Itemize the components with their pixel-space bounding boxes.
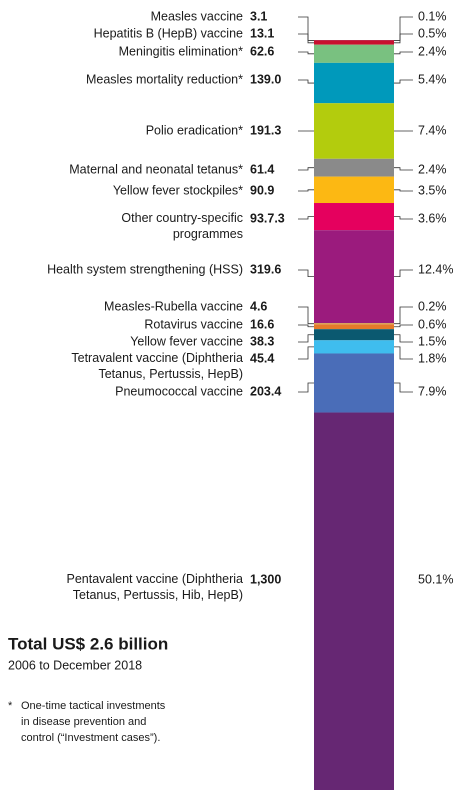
category-label: Maternal and neonatal tetanus* bbox=[69, 162, 243, 176]
category-label: Meningitis elimination* bbox=[119, 44, 244, 58]
leader-line bbox=[298, 269, 314, 278]
leader-line bbox=[298, 167, 314, 171]
percent-label: 12.4% bbox=[418, 262, 453, 276]
percent-label: 1.5% bbox=[418, 334, 447, 348]
category-label: Tetravalent vaccine (Diphtheria Tetanus, … bbox=[71, 351, 243, 381]
leader-line bbox=[298, 79, 314, 84]
value-label: 38.3 bbox=[250, 334, 274, 348]
leader-line bbox=[394, 79, 413, 84]
category-label: Measles-Rubella vaccine bbox=[104, 299, 243, 313]
category-label: Pentavalent vaccine (Diphtheria Tetanus, … bbox=[67, 572, 244, 602]
category-label: Measles mortality reduction* bbox=[86, 72, 243, 86]
percent-label: 0.1% bbox=[418, 9, 447, 23]
category-label: Yellow fever vaccine bbox=[130, 334, 243, 348]
leader-line bbox=[298, 324, 314, 328]
total: Total US$ 2.6 billion bbox=[8, 634, 168, 653]
bar-segment bbox=[314, 323, 394, 325]
percent-label: 50.1% bbox=[418, 572, 453, 586]
category-label: Pneumococcal vaccine bbox=[115, 384, 243, 398]
category-label: Measles vaccine bbox=[151, 9, 243, 23]
percent-label: 1.8% bbox=[418, 351, 447, 365]
leader-line bbox=[394, 382, 413, 393]
value-label: 13.1 bbox=[250, 26, 274, 40]
value-label: 45.4 bbox=[250, 351, 274, 365]
value-label: 191.3 bbox=[250, 123, 281, 137]
leader-line bbox=[298, 16, 314, 41]
leader-line bbox=[394, 33, 413, 44]
leader-line bbox=[394, 51, 413, 55]
leader-line bbox=[394, 346, 413, 360]
footnote-line: One-time tactical investments bbox=[21, 700, 166, 712]
value-label: 16.6 bbox=[250, 317, 274, 331]
leader-line bbox=[394, 216, 413, 220]
leader-line bbox=[394, 334, 413, 343]
leader-line bbox=[298, 382, 314, 393]
category-label: Other country-specific programmes bbox=[121, 211, 243, 241]
leader-line bbox=[394, 269, 413, 278]
percent-label: 0.2% bbox=[418, 299, 447, 313]
value-label: 319.6 bbox=[250, 262, 281, 276]
percent-label: 2.4% bbox=[418, 44, 447, 58]
bar-segment bbox=[314, 103, 394, 159]
leader-line bbox=[298, 346, 314, 360]
value-label: 1,300 bbox=[250, 572, 281, 586]
category-label: Health system strengthening (HSS) bbox=[47, 262, 243, 276]
percent-label: 3.6% bbox=[418, 211, 447, 225]
footnote-line: in disease prevention and bbox=[21, 716, 146, 728]
bar-segment bbox=[314, 62, 394, 104]
footnote-line: control (“Investment cases”). bbox=[21, 732, 160, 744]
value-label: 3.1 bbox=[250, 9, 267, 23]
leader-line bbox=[298, 51, 314, 55]
footnote-mark: * bbox=[8, 700, 13, 712]
value-label: 90.9 bbox=[250, 183, 274, 197]
value-label: 62.6 bbox=[250, 44, 274, 58]
bar-segment bbox=[314, 324, 394, 330]
bar-segment bbox=[314, 40, 394, 41]
leader-line bbox=[298, 216, 314, 220]
bar-segment bbox=[314, 353, 394, 413]
leader-line bbox=[298, 334, 314, 343]
leader-line bbox=[394, 16, 413, 41]
percent-label: 7.4% bbox=[418, 123, 447, 137]
value-label: 61.4 bbox=[250, 162, 274, 176]
bar-segment bbox=[314, 203, 394, 231]
leader-line bbox=[394, 324, 413, 328]
period: 2006 to December 2018 bbox=[8, 658, 142, 672]
leader-line bbox=[394, 306, 413, 325]
value-label: 139.0 bbox=[250, 72, 281, 86]
category-label: Yellow fever stockpiles* bbox=[113, 183, 243, 197]
leader-line bbox=[394, 167, 413, 171]
bar-segment bbox=[314, 329, 394, 341]
percent-label: 2.4% bbox=[418, 162, 447, 176]
leader-line bbox=[298, 33, 314, 44]
bar-segment bbox=[314, 158, 394, 177]
value-label: 203.4 bbox=[250, 384, 281, 398]
bar-segment bbox=[314, 44, 394, 63]
category-label: Polio eradication* bbox=[146, 123, 243, 137]
percent-label: 0.5% bbox=[418, 26, 447, 40]
category-label: Rotavirus vaccine bbox=[144, 317, 243, 331]
percent-label: 3.5% bbox=[418, 183, 447, 197]
bar-segment bbox=[314, 176, 394, 204]
bar-segment bbox=[314, 40, 394, 45]
bar-segment bbox=[314, 340, 394, 354]
leader-line bbox=[298, 189, 314, 192]
leader-line bbox=[298, 306, 314, 325]
percent-label: 0.6% bbox=[418, 317, 447, 331]
value-label: 93.7.3 bbox=[250, 211, 285, 225]
category-label: Hepatitis B (HepB) vaccine bbox=[94, 26, 243, 40]
value-label: 4.6 bbox=[250, 299, 267, 313]
bar-segment bbox=[314, 230, 394, 324]
percent-label: 5.4% bbox=[418, 72, 447, 86]
percent-label: 7.9% bbox=[418, 384, 447, 398]
leader-line bbox=[394, 189, 413, 192]
bar-segment bbox=[314, 412, 394, 790]
